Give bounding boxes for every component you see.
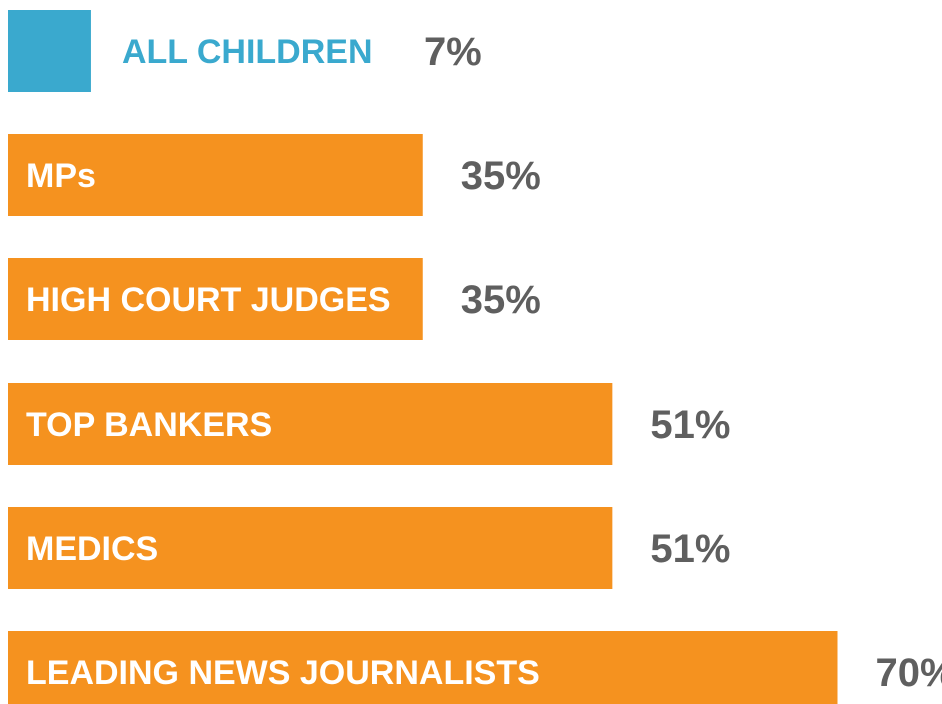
category-label-top-bankers: TOP BANKERS	[26, 406, 272, 444]
value-label-all-children: 7%	[424, 30, 482, 74]
category-label-leading-news-journalists: LEADING NEWS JOURNALISTS	[26, 654, 540, 692]
bar-top-bankers	[8, 383, 613, 465]
bar-all-children	[8, 10, 91, 92]
value-label-mps: 35%	[461, 154, 541, 198]
bar-leading-news-journalists	[8, 631, 838, 704]
bar-medics	[8, 507, 613, 589]
value-label-top-bankers: 51%	[650, 403, 730, 447]
bar-mps	[8, 134, 423, 216]
value-label-medics: 51%	[650, 527, 730, 571]
value-label-high-court-judges: 35%	[461, 278, 541, 322]
category-label-medics: MEDICS	[26, 530, 158, 568]
bar-high-court-judges	[8, 258, 423, 340]
value-label-leading-news-journalists: 70%	[876, 651, 942, 695]
category-label-high-court-judges: HIGH COURT JUDGES	[26, 281, 391, 319]
category-label-mps: MPs	[26, 157, 96, 195]
category-label-all-children: ALL CHILDREN	[122, 33, 373, 71]
